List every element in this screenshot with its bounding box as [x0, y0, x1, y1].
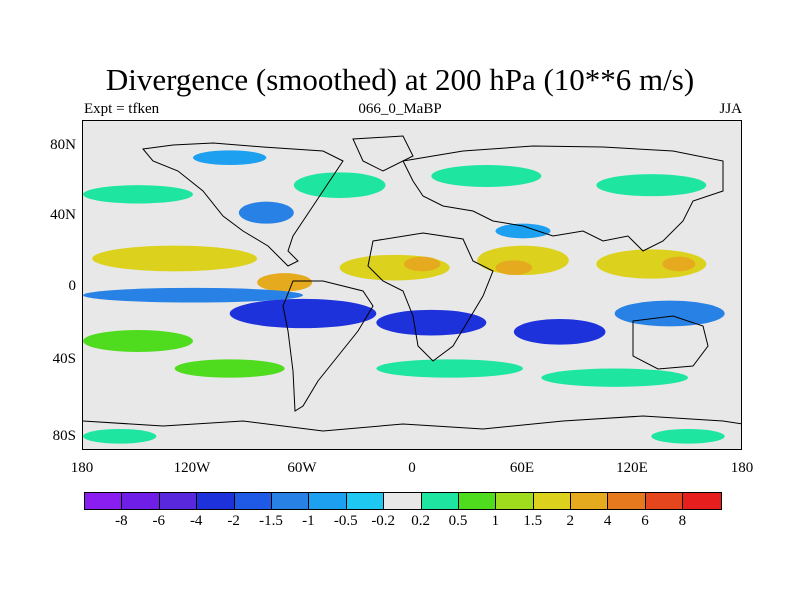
colorbar-swatch [496, 493, 534, 509]
case-label: 066_0_MaBP [358, 101, 442, 117]
lon-tick-60w: 60W [287, 460, 317, 476]
colorbar-label: -8 [115, 513, 128, 529]
divergence-contour [614, 300, 725, 327]
map-panel [82, 120, 742, 450]
colorbar-label: -0.5 [333, 513, 358, 529]
map-title: Divergence (smoothed) at 200 hPa (10**6 … [105, 62, 695, 97]
experiment-label: Expt = tfken [84, 101, 160, 117]
coastline-greenland [352, 135, 414, 172]
divergence-contour [541, 368, 688, 387]
divergence-contour [376, 359, 523, 378]
divergence-contour [83, 185, 193, 204]
colorbar-swatch [571, 493, 609, 509]
lon-tick-120e: 120E [616, 460, 648, 476]
colorbar-swatch [458, 493, 497, 509]
divergence-contour [376, 309, 487, 336]
divergence-contour [83, 330, 193, 352]
lat-tick-40s: 40S [52, 351, 76, 367]
map-background [83, 121, 741, 449]
lon-tick-120w: 120W [173, 460, 211, 476]
colorbar-label: 8 [678, 513, 687, 529]
colorbar-swatch [645, 493, 684, 509]
coastline-eurasia [402, 145, 724, 252]
colorbar-swatch [384, 493, 422, 509]
colorbar [84, 492, 722, 510]
divergence-contour [651, 429, 725, 444]
lon-tick-180e: 180 [730, 460, 754, 476]
divergence-contour [238, 201, 294, 224]
lon-tick-0: 0 [408, 460, 416, 476]
divergence-contour [495, 260, 533, 275]
divergence-contour [662, 256, 696, 272]
colorbar-label: -6 [152, 513, 166, 529]
divergence-contour [596, 174, 707, 197]
divergence-contour [92, 245, 258, 272]
divergence-contour [513, 319, 606, 345]
colorbar-swatch [159, 493, 198, 509]
divergence-contour [431, 165, 542, 187]
divergence-contour [229, 298, 377, 329]
colorbar-label: -2 [227, 513, 240, 529]
lat-tick-40n: 40N [50, 207, 76, 223]
colorbar-swatch [122, 493, 160, 509]
divergence-contour [193, 150, 267, 165]
coastline-north-america [142, 142, 344, 267]
divergence-contour [83, 429, 157, 444]
colorbar-swatch [346, 493, 385, 509]
colorbar-swatch [197, 493, 235, 509]
colorbar-swatch [683, 493, 721, 509]
colorbar-label: 4 [603, 513, 612, 529]
colorbar-label: 1.5 [523, 513, 543, 529]
divergence-contour [83, 287, 303, 303]
divergence-contour [403, 256, 441, 272]
lat-tick-0: 0 [68, 278, 77, 294]
divergence-contour [174, 359, 285, 378]
lat-tick-80n: 80N [50, 137, 76, 153]
colorbar-swatch [533, 493, 572, 509]
coastline-australia [632, 315, 709, 370]
lat-tick-80s: 80S [52, 428, 76, 444]
lon-tick-60e: 60E [509, 460, 535, 476]
colorbar-swatch [309, 493, 347, 509]
colorbar-label: -4 [189, 513, 203, 529]
coastline-africa [367, 232, 494, 362]
colorbar-swatch [421, 493, 459, 509]
colorbar-label: 0.5 [448, 513, 468, 529]
divergence-contour [257, 273, 313, 292]
divergence-contour [495, 223, 551, 239]
divergence-contour [293, 172, 386, 198]
colorbar-label: 0.2 [411, 513, 430, 529]
colorbar-label: 2 [566, 513, 574, 529]
lon-tick-180w: 180 [70, 460, 94, 476]
divergence-map [83, 121, 741, 449]
colorbar-label: -0.2 [371, 513, 396, 529]
season-label: JJA [719, 101, 742, 117]
colorbar-swatch [608, 493, 646, 509]
coastline-antarctica [83, 415, 741, 432]
colorbar-swatch [271, 493, 310, 509]
colorbar-swatch [85, 493, 123, 509]
colorbar-label: -1.5 [259, 513, 283, 529]
colorbar-swatch [234, 493, 272, 509]
coastline-south-america [282, 280, 374, 412]
colorbar-label: 1 [491, 513, 500, 529]
colorbar-label: -1 [302, 513, 315, 529]
colorbar-label: 6 [641, 513, 649, 529]
